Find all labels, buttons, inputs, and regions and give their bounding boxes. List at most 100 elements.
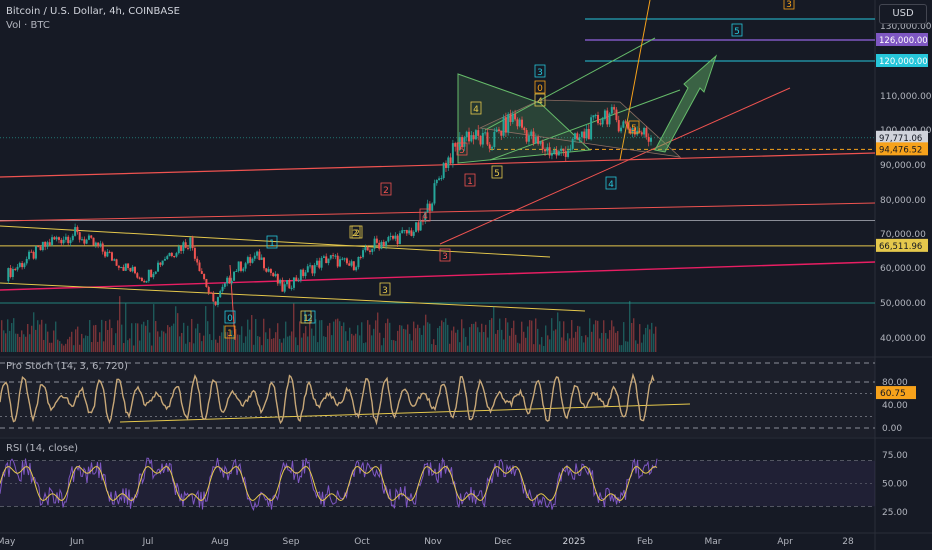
candle (318, 260, 321, 268)
candle (292, 277, 295, 288)
volume-bar (243, 342, 245, 352)
volume-bar (199, 332, 201, 352)
currency-button[interactable]: USD (879, 4, 927, 24)
volume-bar (15, 333, 17, 352)
volume-bar (301, 337, 303, 352)
orange-trend-line (619, 0, 651, 161)
volume-bar (341, 325, 343, 352)
volume-bar (647, 324, 649, 352)
volume-bar (369, 324, 371, 352)
volume-bar (297, 345, 299, 352)
volume-bar (509, 335, 511, 352)
volume-bar (587, 337, 589, 352)
volume-bar (635, 340, 637, 352)
volume-bar (391, 339, 393, 352)
candle (362, 250, 365, 258)
candle (341, 258, 344, 260)
candle (606, 110, 609, 125)
candle (530, 131, 533, 136)
volume-bar (549, 339, 551, 352)
volume-bar (141, 324, 143, 352)
candle (449, 157, 452, 164)
price-tick-label: 50,000.00 (880, 299, 926, 309)
wave-label-box (470, 101, 482, 115)
candle (440, 178, 443, 180)
volume-bar (181, 332, 183, 352)
volume-bar (63, 345, 65, 352)
volume-bar (49, 342, 51, 352)
candle (62, 239, 65, 244)
candle (479, 135, 482, 145)
volume-bar (253, 344, 255, 352)
price-tick-label: 110,000.00 (880, 92, 932, 102)
wave-label-box (783, 0, 795, 10)
volume-bar (81, 333, 83, 352)
candle (481, 132, 484, 145)
volume-bar (121, 324, 123, 352)
wave-label-box (224, 325, 236, 339)
volume-bar (351, 333, 353, 352)
rsi-tick-label: 25.00 (882, 508, 908, 518)
wave-label: 1 (227, 329, 233, 339)
volume-bar (303, 333, 305, 352)
volume-bar (559, 321, 561, 352)
candle (290, 287, 293, 289)
volume-bar (207, 321, 209, 352)
volume-bar (239, 334, 241, 352)
candle (263, 257, 265, 269)
volume-bar (603, 320, 605, 352)
volume-bar (405, 329, 407, 352)
candle (322, 256, 325, 258)
volume-bar (311, 328, 313, 352)
candle (631, 128, 634, 133)
volume-bar (327, 325, 329, 352)
candle (143, 281, 146, 283)
volume-bar (41, 319, 43, 352)
candle (426, 203, 429, 212)
volume-bar (65, 343, 67, 352)
candle (511, 113, 514, 123)
volume-bar (361, 322, 363, 352)
candle (249, 257, 252, 263)
candle (186, 247, 189, 249)
candle (532, 131, 535, 144)
volume-bar (385, 323, 387, 352)
candle (196, 258, 199, 263)
volume-bar (501, 329, 503, 352)
candle (170, 252, 173, 256)
candle (435, 179, 438, 184)
volume-bar (545, 325, 547, 352)
candle (16, 266, 19, 270)
stoch-label: Pro Stoch (14, 3, 6, 720) (6, 361, 128, 372)
candle (650, 137, 652, 142)
volume-bar (637, 343, 639, 352)
candle (286, 280, 289, 285)
volume-bar (221, 332, 223, 352)
candle (122, 267, 125, 271)
volume-bar (147, 319, 149, 352)
red-trend-line (0, 152, 875, 178)
volume-bar (615, 332, 617, 352)
volume-bar (339, 321, 341, 352)
volume-bar (269, 328, 271, 352)
volume-bar (151, 345, 153, 352)
volume-bar (43, 339, 45, 352)
candle (76, 227, 79, 233)
forecast-arrow (654, 54, 718, 153)
wave-label: 5 (631, 124, 637, 134)
volume-bar (411, 340, 413, 352)
candle (539, 141, 542, 144)
volume-bar (355, 333, 357, 352)
symbol-title: Bitcoin / U.S. Dollar, 4h, COINBASE (6, 6, 180, 17)
volume-bar (201, 341, 203, 352)
candle (46, 242, 49, 247)
candle (226, 277, 229, 284)
volume-bar (417, 324, 419, 352)
volume-bar (561, 337, 563, 352)
candle (53, 237, 56, 240)
candle (41, 241, 44, 251)
volume-bar (419, 327, 421, 352)
volume-bar (621, 345, 623, 352)
volume-bar (409, 333, 411, 352)
